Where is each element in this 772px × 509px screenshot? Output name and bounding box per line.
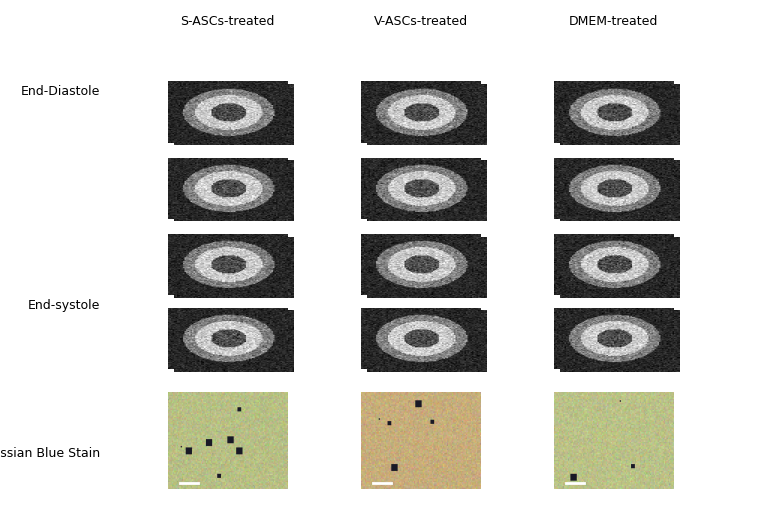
Text: DMEM-treated: DMEM-treated: [569, 15, 659, 29]
Text: V-ASCs-treated: V-ASCs-treated: [374, 15, 468, 29]
Text: End-systole: End-systole: [28, 299, 100, 312]
Text: S-ASCs-treated: S-ASCs-treated: [181, 15, 275, 29]
Text: Prussian Blue Stain: Prussian Blue Stain: [0, 446, 100, 460]
Text: End-Diastole: End-Diastole: [21, 85, 100, 98]
